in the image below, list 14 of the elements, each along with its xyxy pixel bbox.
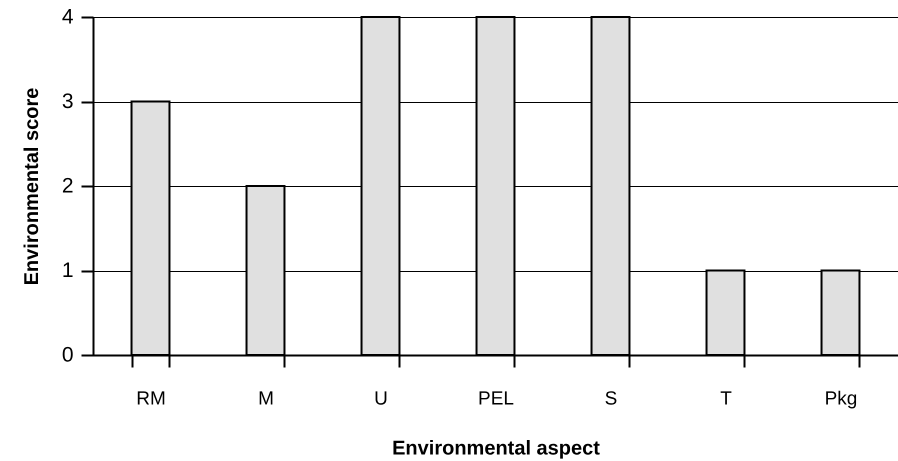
x-axis-title: Environmental aspect <box>392 438 600 460</box>
x-tick-label: Pkg <box>824 388 858 410</box>
y-axis-title: Environmental score <box>20 88 43 286</box>
y-tick-label: 4 <box>62 6 74 28</box>
y-tick-label: 0 <box>62 344 74 366</box>
x-tick-label: T <box>720 388 732 410</box>
y-tick-label: 3 <box>62 90 74 113</box>
x-tick-label: S <box>604 388 618 410</box>
x-tick-label: PEL <box>478 388 514 410</box>
y-tick-label: 1 <box>62 259 74 282</box>
x-tick-label: RM <box>136 388 166 410</box>
x-tick-label: U <box>374 388 388 410</box>
y-tick-label: 2 <box>62 174 74 198</box>
x-tick-label: M <box>258 388 274 410</box>
